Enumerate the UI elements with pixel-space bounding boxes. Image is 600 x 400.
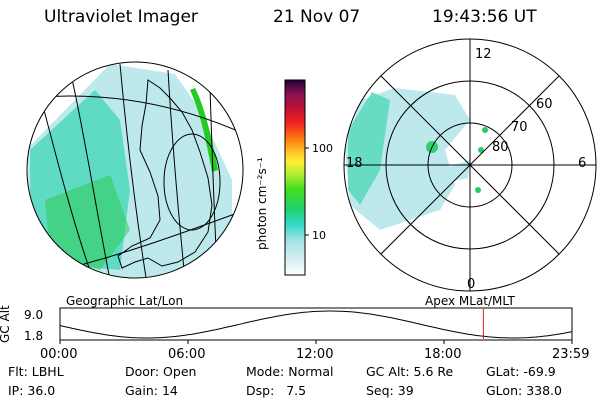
mlt-label-6: 6 [578,156,587,171]
mlat-label-80: 80 [492,140,509,155]
polar-grid [343,38,597,292]
colorbar-tick-100: 100 [312,142,333,155]
info-glon: GLon: 338.0 [486,383,562,398]
colorbar-tick-10: 10 [312,229,326,242]
mlat-label-70: 70 [511,120,528,135]
altitude-frame [59,307,573,341]
altitude-curve [59,310,573,339]
info-gain: Gain: 14 [125,383,178,398]
info-mode: Mode: Normal [246,364,334,379]
altitude-plot [59,307,573,344]
polar-spot [475,187,481,193]
info-glat: GLat: -69.9 [486,364,556,379]
info-filter: Flt: LBHL [8,364,64,379]
polar-plot [343,38,597,292]
geo-panel-label: Geographic Lat/Lon [66,294,184,308]
app-title: Ultraviolet Imager [44,7,198,27]
altitude-ytick-min: 1.8 [24,329,44,343]
time-label: 19:43:56 UT [432,7,537,27]
geo-aurora-bright [45,175,130,270]
polar-aurora-dawn [348,92,390,205]
altitude-x-ticks [59,340,573,344]
info-ip: IP: 36.0 [8,383,56,398]
altitude-xtick: 18:00 [424,347,462,362]
colorbar-scale [284,79,306,276]
polar-spot [482,127,488,133]
altitude-xtick: 00:00 [40,347,78,362]
polar-panel-label: Apex MLat/MLT [425,294,515,308]
geographic-panel [26,61,244,279]
info-door: Door: Open [125,364,197,379]
altitude-ylabel: GC Alt [0,305,12,343]
mlt-label-18: 18 [346,156,363,171]
mlat-label-60: 60 [536,97,553,112]
mlt-label-0: 0 [467,277,476,292]
info-seq: Seq: 39 [366,383,414,398]
info-gc-alt: GC Alt: 5.6 Re [366,364,454,379]
polar-spot [478,147,484,153]
altitude-xtick: 06:00 [168,347,206,362]
colorbar-unit-label: photon cm⁻²s⁻¹ [255,157,269,250]
colorbar [284,79,309,276]
info-dsp: Dsp: 7.5 [246,383,307,398]
altitude-xtick: 23:59 [552,347,590,362]
date-label: 21 Nov 07 [273,7,361,27]
geo-aurora-arc [190,88,218,172]
geo-coastline [117,79,213,269]
altitude-xtick: 12:00 [296,347,334,362]
mlt-label-12: 12 [475,47,492,62]
altitude-ytick-max: 9.0 [24,308,44,322]
geo-earth-limb [26,61,244,279]
